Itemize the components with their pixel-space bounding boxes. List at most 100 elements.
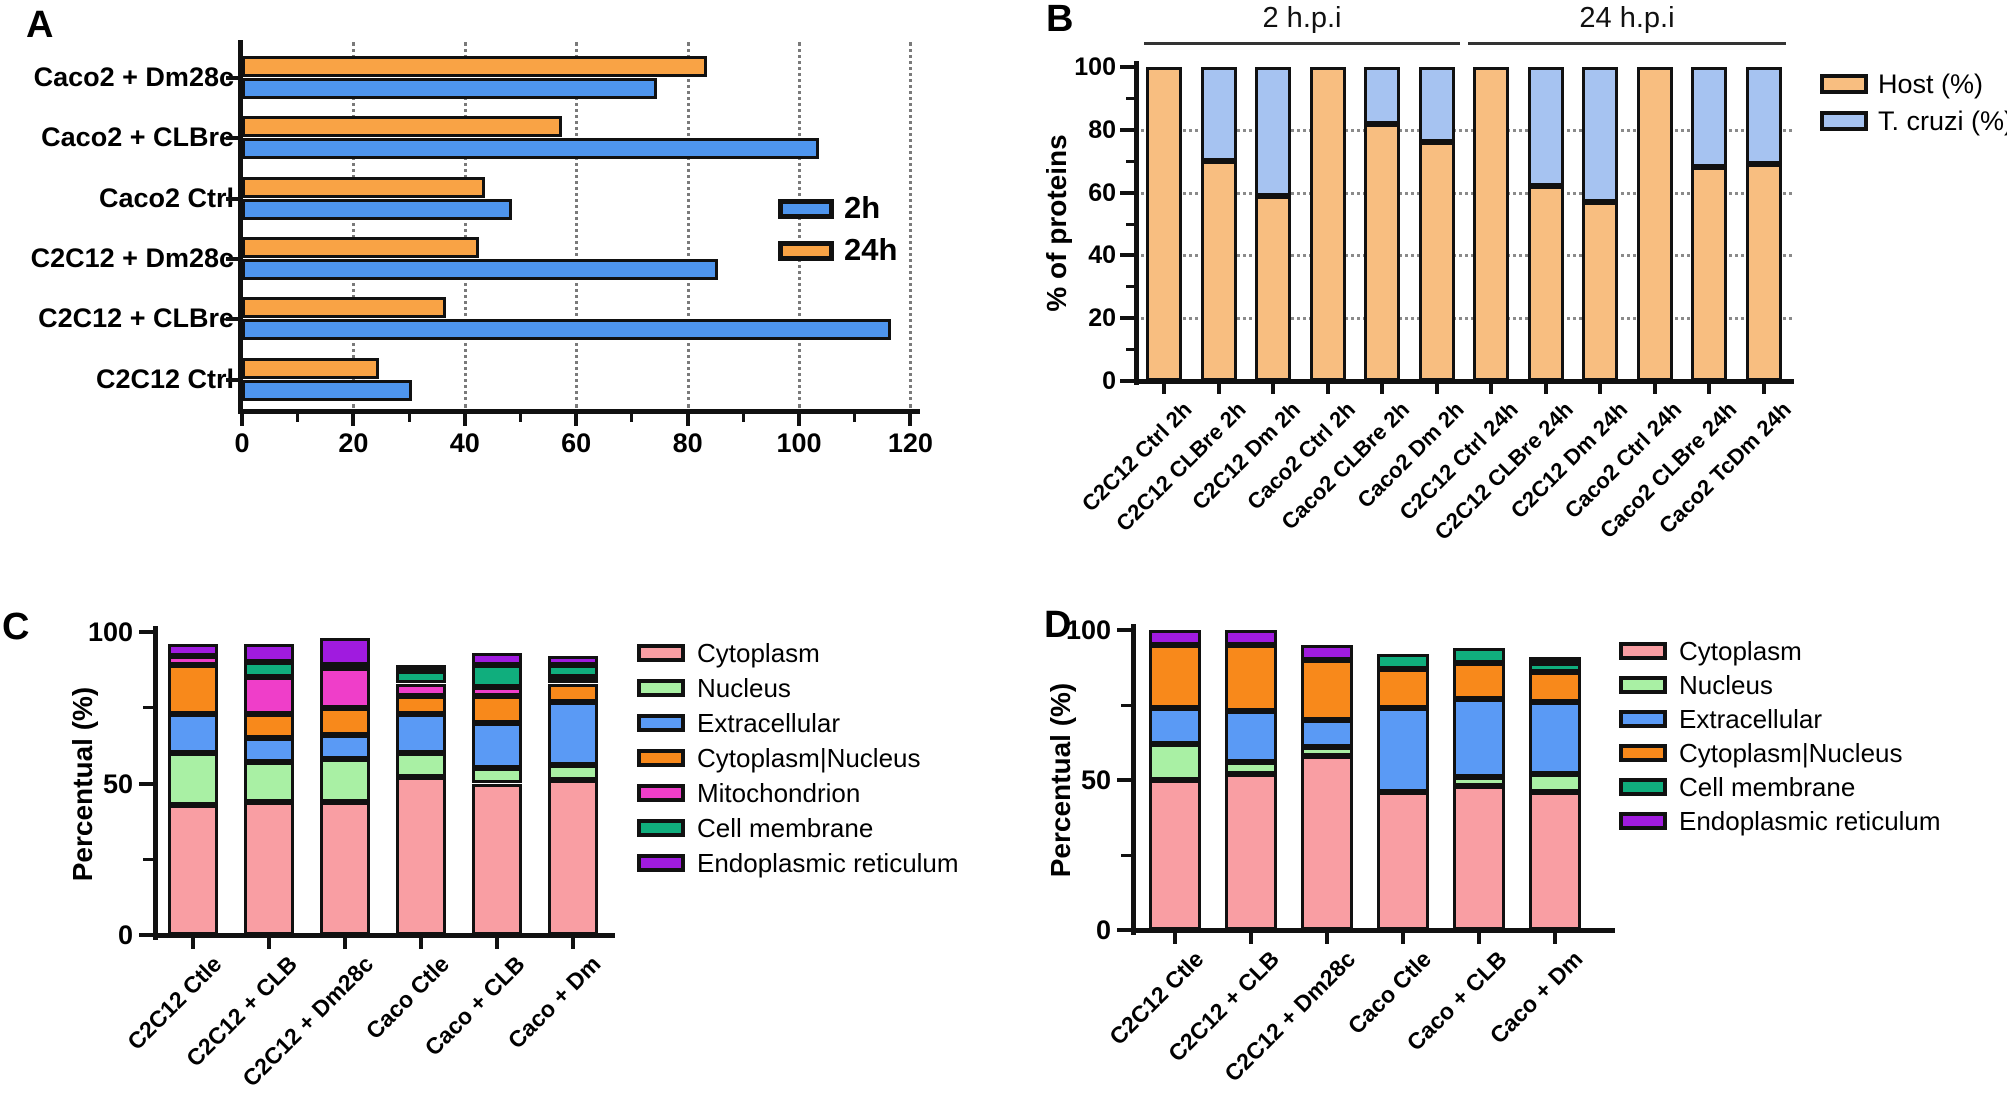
bar-caco2-tcdm-24h-t-cruzi xyxy=(1745,67,1782,165)
y-axis-minor-tick xyxy=(143,706,153,710)
x-axis-tick xyxy=(1707,383,1711,394)
x-axis-tick xyxy=(1380,383,1384,394)
y-axis-tick xyxy=(1120,379,1134,383)
group-header-2hpi-line xyxy=(1144,42,1460,45)
x-tick-label: 20 xyxy=(338,428,369,458)
bar-caco-clb-cell-membrane xyxy=(1453,648,1505,663)
bar-caco2-dm-2h-t-cruzi xyxy=(1418,67,1455,143)
y-axis-minor-tick xyxy=(1126,285,1134,289)
grid-line xyxy=(686,42,690,408)
x-axis-tick xyxy=(191,938,195,949)
y-axis-line xyxy=(1131,624,1136,935)
bar-caco-ctle-cytoplasm-nucleus xyxy=(396,695,446,714)
y-axis-tick xyxy=(1120,316,1134,321)
grid-line xyxy=(798,42,801,408)
y-axis-minor-tick xyxy=(1126,348,1134,352)
y-axis-tick xyxy=(226,317,242,322)
y-axis-line xyxy=(238,40,243,414)
x-axis-tick xyxy=(462,414,467,426)
legend-swatch-cell-membrane xyxy=(1619,778,1667,796)
legend-label-24h: 24h xyxy=(844,232,898,267)
bar-caco-dm-mitochondrion xyxy=(548,677,598,684)
bar-c2c12-clb-nucleus xyxy=(244,762,294,802)
x-axis-tick xyxy=(1249,933,1253,944)
legend-swatch-24h xyxy=(778,241,834,261)
bar-caco-clb-cytoplasm-nucleus xyxy=(472,695,522,723)
legend-swatch-cytoplasm-nucleus xyxy=(1619,744,1667,762)
y-tick-label: 50 xyxy=(1080,765,1111,795)
legend-swatch-cytoplasm xyxy=(637,644,685,662)
x-axis-tick xyxy=(1325,933,1329,944)
bar-caco2-clbre-2h xyxy=(242,138,819,160)
x-axis-line xyxy=(153,933,615,938)
bar-caco-clb-nucleus xyxy=(472,768,522,784)
group-header-24hpi-line xyxy=(1468,42,1786,45)
legend-label-cytoplasm-nucleus: Cytoplasm|Nucleus xyxy=(1679,738,1903,768)
bar-caco-dm-extracellular xyxy=(1529,702,1581,774)
bar-caco2-dm28c-24h xyxy=(242,56,708,77)
x-axis-line xyxy=(1131,928,1615,933)
legend-label-cell-membrane: Cell membrane xyxy=(1679,772,1856,802)
bar-c2c12-clb-extracellular xyxy=(244,738,294,763)
x-axis-tick xyxy=(1173,933,1177,944)
y-axis-minor-tick xyxy=(1121,853,1131,857)
legend-swatch-t-cruzi xyxy=(1820,111,1868,131)
bar-c2c12-ctle-cytoplasm xyxy=(168,804,218,935)
y-axis-tick xyxy=(1120,127,1134,132)
legend-label-cytoplasm: Cytoplasm xyxy=(697,638,820,668)
y-axis-tick xyxy=(139,630,153,634)
y-axis-tick xyxy=(226,196,242,201)
x-axis-tick xyxy=(1325,383,1330,394)
bar-c2c12-ctrl-24h-host xyxy=(1473,67,1509,381)
x-axis-tick xyxy=(1477,933,1481,944)
y-axis-line xyxy=(1134,61,1139,385)
bar-c2c12-dm28c-cytoplasm xyxy=(1301,756,1353,930)
bar-c2c12-ctle-extracellular xyxy=(1149,708,1201,744)
bar-c2c12-dm28c-cytoplasm xyxy=(320,801,370,935)
x-axis-tick xyxy=(797,414,801,426)
category-label: Caco2 + Dm28c xyxy=(33,62,234,92)
group-header-24hpi: 24 h.p.i xyxy=(1579,2,1675,34)
y-tick-label: 100 xyxy=(1074,53,1116,81)
bar-c2c12-dm28c-extracellular xyxy=(1301,720,1353,747)
bar-c2c12-dm28c-endoplasmic-reticulum xyxy=(320,638,370,666)
bar-c2c12-ctle-cytoplasm-nucleus xyxy=(1149,645,1201,708)
panel-a-letter: A xyxy=(26,4,54,46)
y-tick-label: 20 xyxy=(1088,304,1116,333)
x-tick-label: 100 xyxy=(776,428,822,458)
x-axis-tick xyxy=(908,414,913,426)
x-axis-tick xyxy=(343,938,347,949)
legend-label-cytoplasm: Cytoplasm xyxy=(1679,636,1802,666)
bar-caco2-ctrl-2h xyxy=(242,198,513,220)
y-tick-label: 80 xyxy=(1088,115,1116,144)
grid-line xyxy=(352,42,356,408)
bar-c2c12-ctle-nucleus xyxy=(168,753,218,805)
bar-c2c12-dm28c-mitochondrion xyxy=(320,668,370,708)
bar-caco-ctle-nucleus xyxy=(396,753,446,778)
grid-line xyxy=(1136,254,1792,258)
bar-c2c12-dm28c-24h xyxy=(242,236,479,258)
bar-caco-dm-endoplasmic-reticulum xyxy=(1529,657,1581,663)
bar-c2c12-ctle-endoplasmic-reticulum xyxy=(1149,630,1201,645)
legend-swatch-cytoplasm xyxy=(1619,642,1667,660)
legend-label-t-cruzi: T. cruzi (%) xyxy=(1878,106,2007,136)
y-axis-tick xyxy=(226,256,242,261)
legend-label-cell-membrane: Cell membrane xyxy=(697,813,874,843)
bar-caco-dm-extracellular xyxy=(548,701,598,766)
x-axis-tick xyxy=(571,938,575,949)
bar-c2c12-clb-mitochondrion xyxy=(244,677,294,714)
x-category-label: C2C12 + Dm28c xyxy=(237,950,378,1092)
x-axis-minor-tick xyxy=(853,414,857,422)
bar-caco2-dm-2h-host xyxy=(1418,142,1455,381)
legend-swatch-cytoplasm-nucleus xyxy=(637,749,685,767)
grid-line xyxy=(1136,128,1792,132)
x-axis-tick xyxy=(419,938,423,949)
x-axis-tick xyxy=(240,414,244,426)
bar-caco-ctle-endoplasmic-reticulum xyxy=(396,665,446,672)
bar-caco2-clbre-24h-host xyxy=(1691,167,1727,381)
bar-caco-dm-cytoplasm-nucleus xyxy=(548,683,598,702)
bar-caco-ctle-extracellular xyxy=(1377,708,1429,792)
x-tick-label: 120 xyxy=(887,428,933,458)
legend-swatch-mitochondrion xyxy=(637,784,685,802)
bar-c2c12-clbre-2h-host xyxy=(1200,161,1237,381)
